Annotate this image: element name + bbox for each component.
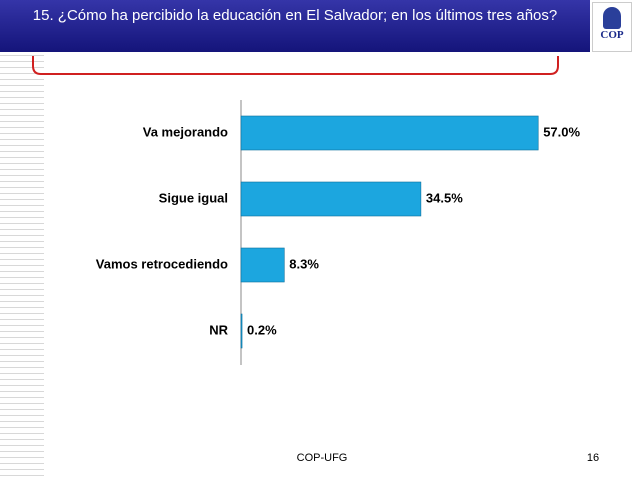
- page-number: 16: [587, 452, 599, 464]
- bar: [240, 313, 243, 349]
- bar: [240, 247, 285, 283]
- margin-stripes: [0, 55, 44, 477]
- bar: [240, 115, 539, 151]
- logo-text: COP: [600, 29, 624, 41]
- value-label: 57.0%: [543, 124, 580, 139]
- category-label: NR: [209, 322, 228, 337]
- value-label: 0.2%: [247, 322, 277, 337]
- logo-icon: [603, 7, 621, 29]
- value-label: 34.5%: [426, 190, 463, 205]
- bar: [240, 181, 422, 217]
- footer-text: COP-UFG: [297, 452, 348, 464]
- category-label: Sigue igual: [159, 190, 228, 205]
- category-label: Vamos retrocediendo: [96, 256, 228, 271]
- category-label: Va mejorando: [143, 124, 228, 139]
- value-label: 8.3%: [289, 256, 319, 271]
- title-bar: 15. ¿Cómo ha percibido la educación en E…: [0, 0, 590, 52]
- bracket: [32, 56, 559, 75]
- logo: COP: [592, 2, 632, 52]
